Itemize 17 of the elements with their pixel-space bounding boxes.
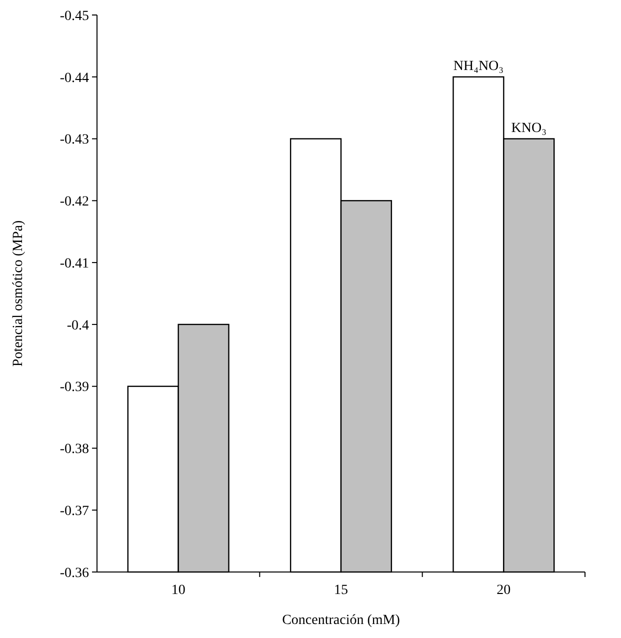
x-tick-label: 20 <box>496 583 511 598</box>
x-tick-label: 15 <box>334 583 348 598</box>
x-axis-title: Concentración (mM) <box>282 613 400 628</box>
y-tick-label: -0.42 <box>60 194 89 210</box>
series-label: NH₄NO₃ <box>453 58 504 74</box>
series-label: KNO₃ <box>511 120 547 136</box>
y-tick-label: -0.37 <box>60 504 89 520</box>
y-tick-label: -0.38 <box>60 442 89 458</box>
y-tick-label: -0.44 <box>60 70 89 86</box>
y-tick-label: -0.4 <box>66 318 89 334</box>
y-axis-title: Potencial osmótico (MPa) <box>11 220 26 367</box>
y-tick-label: -0.45 <box>60 8 89 24</box>
y-tick-label: -0.41 <box>60 256 89 272</box>
x-tick-label: 10 <box>171 583 186 598</box>
y-tick-label: -0.43 <box>60 132 89 148</box>
y-tick-label: -0.39 <box>60 380 89 396</box>
y-tick-label: -0.36 <box>60 566 89 581</box>
